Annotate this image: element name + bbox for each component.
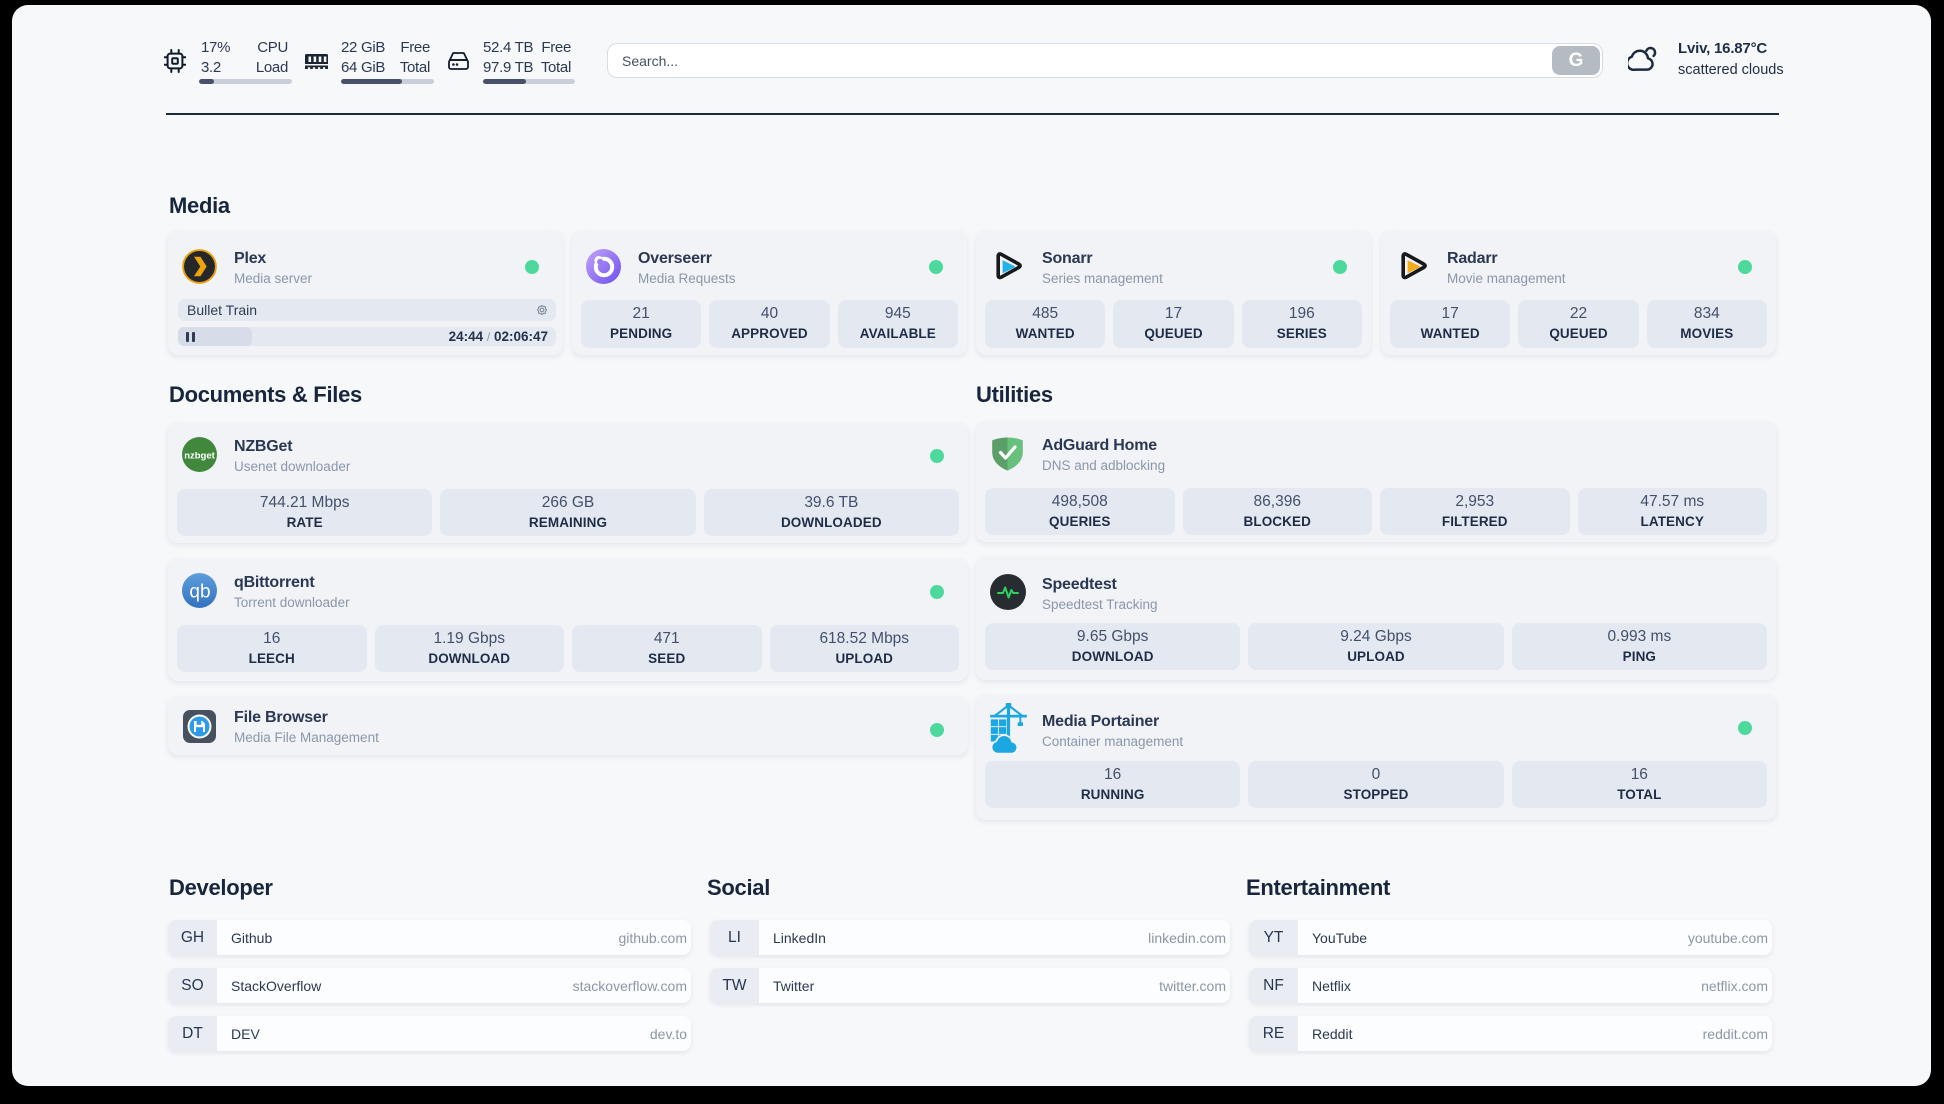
svg-text:qb: qb [189,582,210,603]
svg-text:nzbget: nzbget [184,451,215,462]
